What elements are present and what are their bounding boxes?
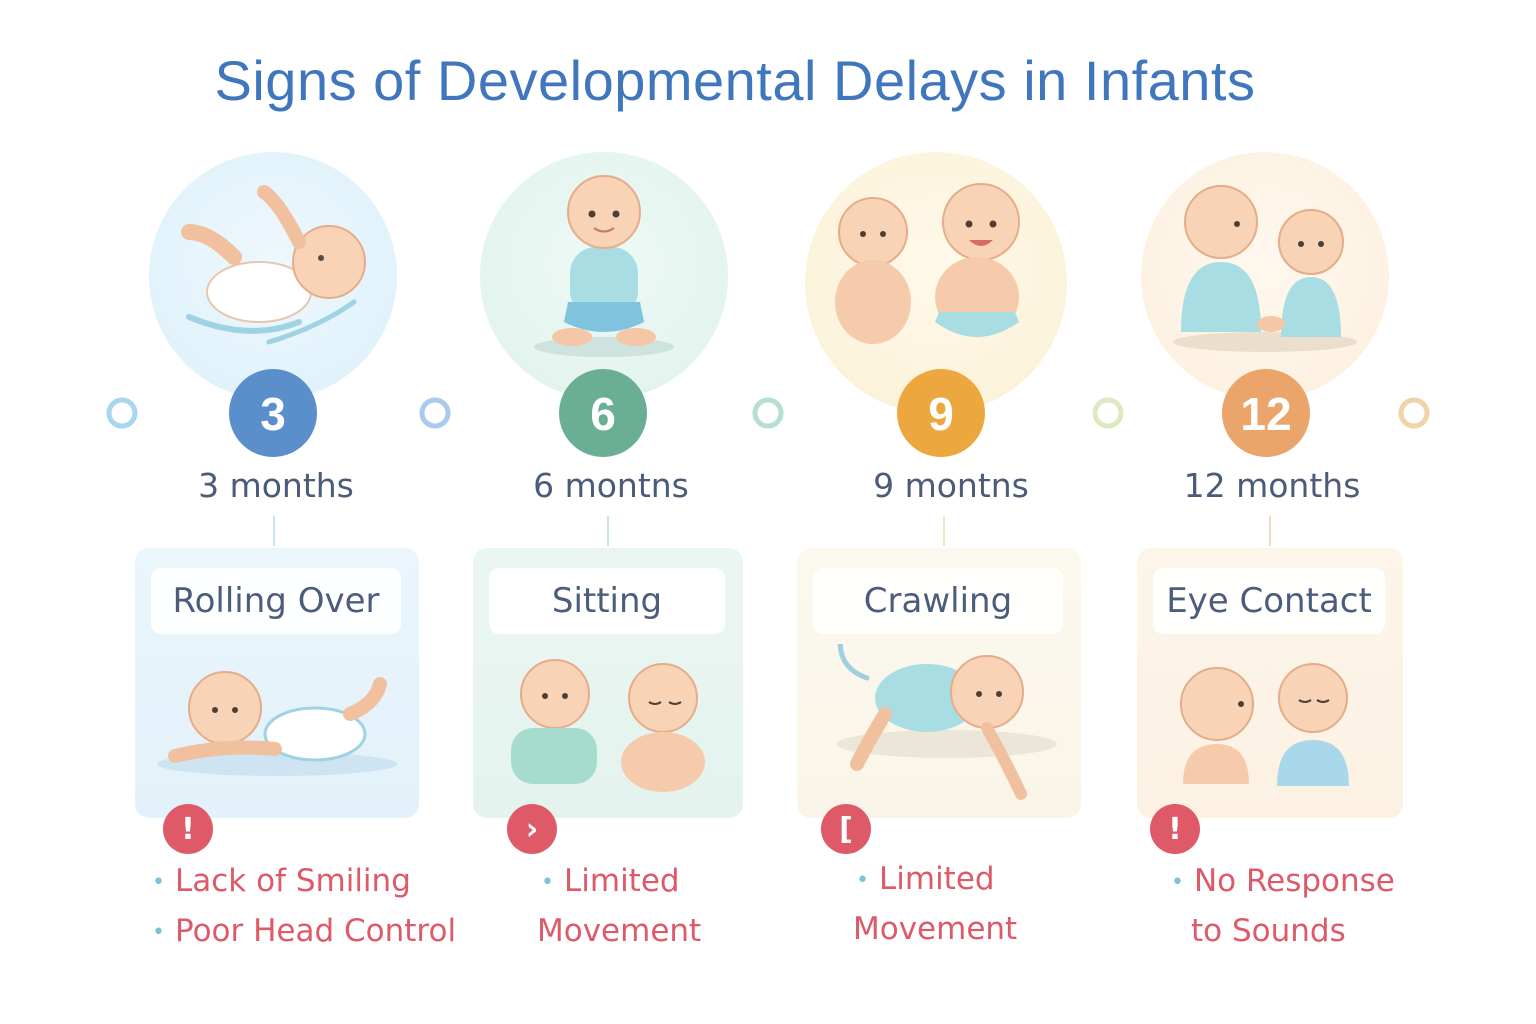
milestone-label: Eye Contact <box>1153 568 1385 634</box>
babies-interacting-icon <box>1173 185 1357 352</box>
bullet-icon: • <box>856 867 869 893</box>
warning-sign: • Limited <box>856 861 995 897</box>
timeline-node <box>1092 397 1124 429</box>
milestone-card-crawling: Crawling <box>797 548 1081 818</box>
stage-number-9: 9 <box>928 388 954 440</box>
connector-line <box>943 516 945 546</box>
bullet-icon: • <box>152 869 165 895</box>
stage-number-badge <box>229 369 317 457</box>
warning-sign: • No Response <box>1171 863 1395 899</box>
stage-label: 9 montns <box>873 466 1029 505</box>
bullet-icon: • <box>541 869 554 895</box>
timeline-node <box>752 397 784 429</box>
warning-sign: • Lack of Smiling <box>152 863 411 899</box>
stage-number-3: 3 <box>260 388 286 440</box>
page-title: Signs of Developmental Delays in Infants <box>214 49 1256 112</box>
warning-sign: Movement <box>853 911 1018 947</box>
timeline-node <box>106 397 138 429</box>
warning-icon: ! <box>163 804 213 854</box>
stage-number-badge <box>897 369 985 457</box>
timeline-node <box>419 397 451 429</box>
bullet-icon: • <box>1171 869 1184 895</box>
warning-sign: • Limited <box>541 863 680 899</box>
stage-illustration-12-months <box>1141 152 1389 400</box>
stage-number-badge <box>1222 369 1310 457</box>
warning-sign: Movement <box>537 913 702 949</box>
timeline-node <box>1398 397 1430 429</box>
warning-sign: • Poor Head Control <box>152 913 457 949</box>
connector-line <box>1269 516 1271 546</box>
milestone-label: Rolling Over <box>151 568 401 634</box>
milestone-card-rolling-over: Rolling Over <box>135 548 419 818</box>
baby-rolling-icon <box>157 671 397 776</box>
timeline: 3 6 9 12 <box>106 369 1430 457</box>
warning-sign: to Sounds <box>1191 913 1346 949</box>
two-babies-icon <box>835 183 1020 344</box>
stage-number-12: 12 <box>1240 388 1291 440</box>
baby-crawling-icon <box>837 644 1057 800</box>
milestone-card-sitting: Sitting <box>473 548 743 818</box>
stage-label: 3 months <box>198 466 354 505</box>
babies-eye-contact-icon <box>1180 663 1349 786</box>
baby-sitting-icon <box>534 175 674 357</box>
warning-icon: › <box>507 804 557 854</box>
connector-line <box>607 516 609 546</box>
stage-number-badge <box>559 369 647 457</box>
stage-illustration-6-months <box>480 152 728 400</box>
two-sitting-babies-icon <box>511 659 705 792</box>
milestone-label: Crawling <box>813 568 1063 634</box>
milestone-card-eye-contact: Eye Contact <box>1137 548 1403 818</box>
stage-illustration-3-months <box>149 152 397 400</box>
milestone-label: Sitting <box>489 568 725 634</box>
stage-number-6: 6 <box>590 388 616 440</box>
connector-line <box>273 516 275 546</box>
bullet-icon: • <box>152 919 165 945</box>
warning-icon: [ <box>821 804 871 854</box>
warning-icon: ! <box>1150 804 1200 854</box>
stage-illustration-9-months <box>805 152 1067 414</box>
stage-label: 12 months <box>1183 466 1361 505</box>
stage-label: 6 montns <box>533 466 689 505</box>
baby-lying-icon <box>181 185 366 345</box>
